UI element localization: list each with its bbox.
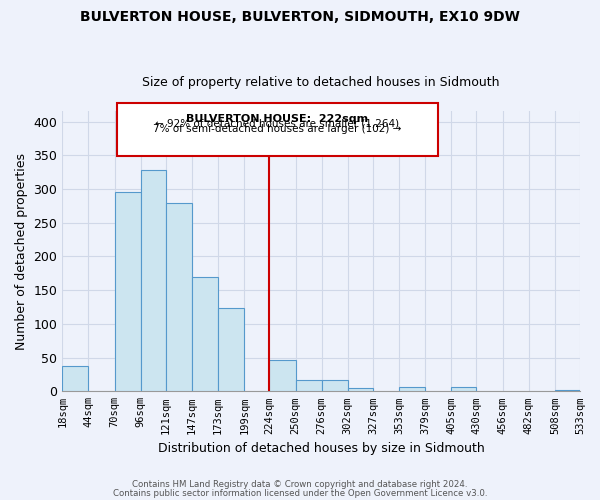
FancyBboxPatch shape (116, 103, 437, 156)
Bar (399, 388, 425, 392)
Bar (218, 308, 244, 392)
Bar (141, 170, 166, 392)
Text: Contains public sector information licensed under the Open Government Licence v3: Contains public sector information licen… (113, 490, 487, 498)
Text: BULVERTON HOUSE, BULVERTON, SIDMOUTH, EX10 9DW: BULVERTON HOUSE, BULVERTON, SIDMOUTH, EX… (80, 10, 520, 24)
Title: Size of property relative to detached houses in Sidmouth: Size of property relative to detached ho… (142, 76, 500, 90)
Bar (62, 366, 88, 392)
Text: 7% of semi-detached houses are larger (102) →: 7% of semi-detached houses are larger (1… (153, 124, 401, 134)
Bar (166, 203, 192, 392)
Bar (322, 380, 348, 392)
X-axis label: Distribution of detached houses by size in Sidmouth: Distribution of detached houses by size … (158, 442, 485, 455)
Bar (555, 390, 580, 392)
Bar (192, 276, 218, 392)
Bar (348, 388, 373, 392)
Text: ← 92% of detached houses are smaller (1,264): ← 92% of detached houses are smaller (1,… (155, 118, 399, 128)
Bar (451, 386, 476, 392)
Text: BULVERTON HOUSE:  222sqm: BULVERTON HOUSE: 222sqm (186, 114, 368, 124)
Bar (115, 192, 141, 392)
Y-axis label: Number of detached properties: Number of detached properties (15, 153, 28, 350)
Text: Contains HM Land Registry data © Crown copyright and database right 2024.: Contains HM Land Registry data © Crown c… (132, 480, 468, 489)
Bar (269, 360, 296, 392)
Bar (296, 380, 322, 392)
